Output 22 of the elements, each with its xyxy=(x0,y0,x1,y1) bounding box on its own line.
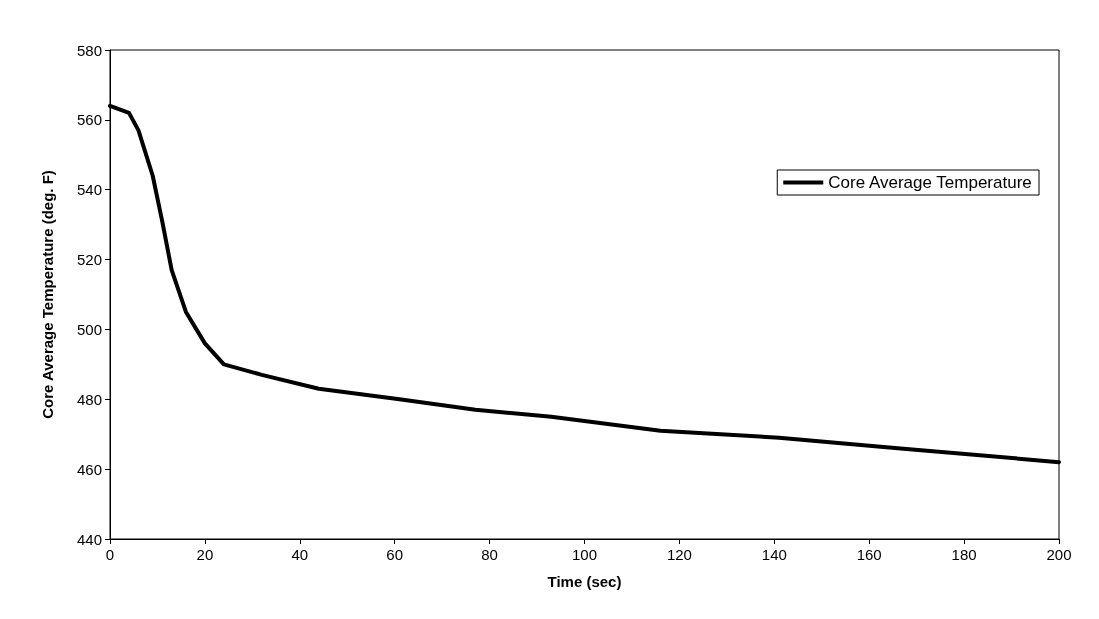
y-tick-label: 540 xyxy=(76,181,102,199)
x-tick-label: 180 xyxy=(951,546,977,563)
y-tick-label: 520 xyxy=(76,251,102,269)
y-tick-label: 580 xyxy=(76,41,102,59)
x-tick-label: 40 xyxy=(291,546,309,563)
y-tick-label: 480 xyxy=(76,390,102,408)
x-tick-label: 120 xyxy=(666,546,692,563)
y-tick-label: 460 xyxy=(76,460,102,478)
x-tick-label: 160 xyxy=(856,546,882,563)
x-tick-label: 100 xyxy=(571,546,598,563)
y-tick-label: 560 xyxy=(76,111,102,129)
x-tick-label: 80 xyxy=(481,546,498,563)
y-tick-label: 500 xyxy=(76,320,102,338)
x-axis-title: Time (sec) xyxy=(547,573,622,590)
x-tick-label: 60 xyxy=(386,546,404,563)
legend-label: Core Average Temperature xyxy=(828,173,1032,192)
x-tick-label: 200 xyxy=(1046,546,1072,563)
y-axis-title: Core Average Temperature (deg. F) xyxy=(39,170,56,419)
x-tick-label: 0 xyxy=(105,546,115,563)
x-tick-label: 140 xyxy=(761,546,787,563)
y-tick-label: 440 xyxy=(76,530,102,548)
x-tick-label: 20 xyxy=(196,546,214,563)
